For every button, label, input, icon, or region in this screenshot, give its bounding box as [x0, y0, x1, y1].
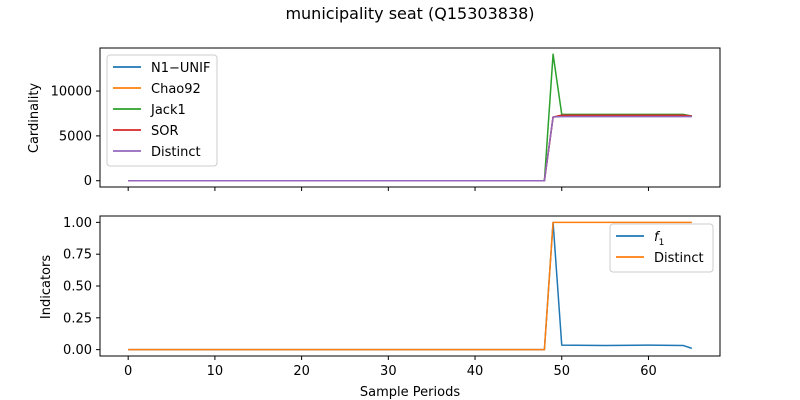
top-legend-label: SOR: [151, 124, 179, 139]
top-legend-label: Distinct: [151, 145, 201, 160]
bottom-y-tick-label: 0.75: [63, 248, 92, 263]
x-tick-label: 0: [124, 364, 132, 379]
top-y-ticks: 0 5000 10000: [51, 85, 100, 189]
bottom-y-tick-label: 1.00: [63, 216, 92, 231]
x-axis-label: Sample Periods: [360, 385, 460, 400]
top-y-tick-label: 10000: [51, 85, 92, 100]
panel-bottom: 0.00 0.25 0.50 0.75 1.00 0 10 20 30 40 50 60 Indic…: [39, 215, 721, 379]
top-series-line-4: [128, 115, 692, 182]
top-y-axis-label: Cardinality: [27, 83, 42, 154]
bottom-series-line-1: [128, 221, 692, 351]
panel-top: 0 5000 10000 Cardinality N1−UNIF Chao92 Jack…: [27, 47, 721, 191]
top-legend-label: Chao92: [151, 82, 201, 97]
x-tick-label: 50: [553, 364, 570, 379]
top-plot-area: [128, 53, 692, 182]
top-legend-label: N1−UNIF: [151, 61, 210, 76]
bottom-y-tick-label: 0.25: [63, 311, 92, 326]
bottom-y-axis-label: Indicators: [39, 255, 54, 319]
bottom-plot-area: [128, 221, 693, 351]
top-legend-label: Jack1: [150, 103, 186, 118]
bottom-series-line-0: [128, 221, 693, 351]
bottom-y-tick-label: 0.50: [63, 280, 92, 295]
bottom-legend: f1 Distinct: [609, 223, 714, 273]
top-legend-box: [106, 54, 218, 167]
x-tick-label: 40: [467, 364, 484, 379]
x-tick-label: 20: [293, 364, 310, 379]
bottom-legend-label: Distinct: [654, 251, 704, 266]
top-legend: N1−UNIF Chao92 Jack1 SOR Distinct: [106, 54, 218, 167]
bottom-legend-label: f1: [654, 230, 664, 248]
chart-title: municipality seat (Q15303838): [285, 4, 534, 23]
top-x-ticks: [127, 187, 649, 191]
x-tick-label: 10: [207, 364, 224, 379]
bottom-x-ticks: 0 10 20 30 40 50 60: [124, 356, 657, 379]
x-tick-label: 60: [640, 364, 657, 379]
top-axes-frame: [99, 47, 721, 188]
top-y-tick-label: 0: [84, 174, 92, 189]
x-tick-label: 30: [380, 364, 397, 379]
bottom-y-tick-label: 0.00: [63, 343, 92, 358]
bottom-y-ticks: 0.00 0.25 0.50 0.75 1.00: [63, 216, 100, 358]
top-y-tick-label: 5000: [59, 129, 92, 144]
